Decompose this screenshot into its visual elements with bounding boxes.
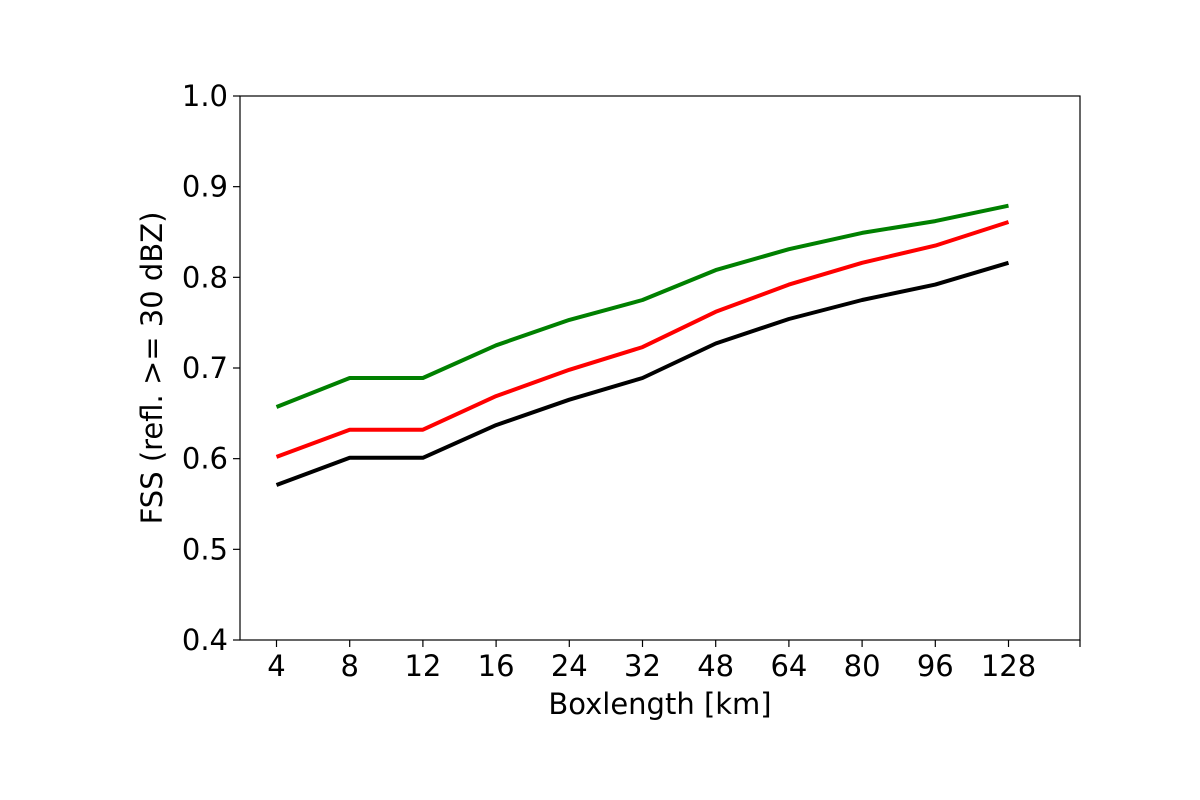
x-tick-label: 48 [697,649,734,683]
y-tick-label: 0.5 [182,532,228,566]
y-tick-label: 0.9 [182,170,228,204]
series-line-1 [275,203,1009,409]
series-line-2 [275,220,1010,459]
x-tick-label: 32 [624,649,661,683]
y-tick-label: 0.6 [182,442,228,476]
x-tick-label: 12 [404,649,441,683]
y-tick-label: 0.7 [182,351,228,385]
y-axis-label: FSS (refl. >= 30 dBZ) [135,212,169,525]
x-tick-label: 128 [981,649,1036,683]
x-tick-label: 16 [478,649,515,683]
x-tick-label: 80 [844,649,881,683]
series-layer [275,203,1010,487]
x-tick-label: 24 [551,649,588,683]
x-tick-label: 4 [267,649,285,683]
x-axis: 4 8 12 16 24 32 48 64 80 96 128 [267,640,1081,683]
y-tick-label: 1.0 [182,79,228,113]
series-line-3 [275,260,1010,487]
y-tick-label: 0.4 [182,623,228,657]
x-tick-label: 8 [340,649,358,683]
x-tick-label: 96 [917,649,954,683]
y-tick-label: 0.8 [182,260,228,294]
x-tick-label: 64 [770,649,807,683]
y-axis: 0.4 0.5 0.6 0.7 0.8 0.9 1.0 [182,79,240,657]
x-axis-label: Boxlength [km] [548,687,771,721]
